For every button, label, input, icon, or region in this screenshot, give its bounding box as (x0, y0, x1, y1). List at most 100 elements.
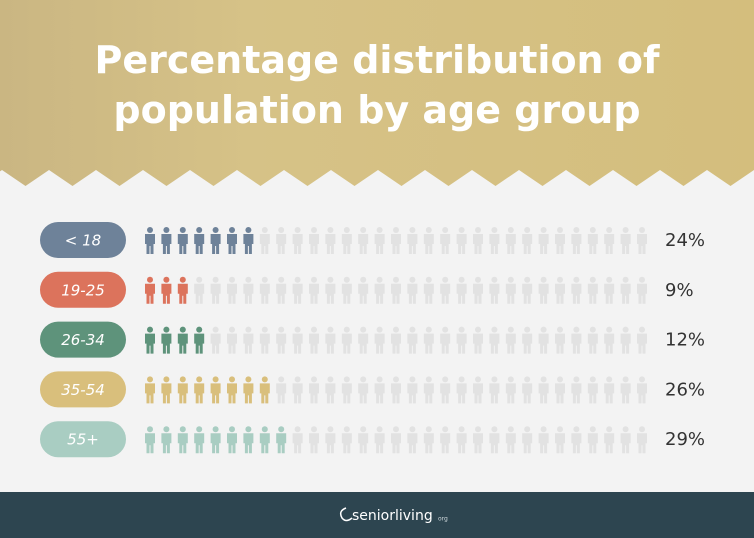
person-icon (210, 426, 221, 454)
person-icon (423, 376, 434, 404)
person-icon (637, 376, 647, 404)
person-icon (620, 426, 631, 454)
person-icon (374, 276, 385, 304)
icon-head (606, 376, 613, 383)
icon-head (442, 426, 449, 433)
icon-body (177, 433, 188, 454)
icon-head (393, 276, 399, 283)
icon-body (538, 234, 549, 254)
icon-body (456, 383, 467, 404)
icon-head (393, 426, 399, 433)
icon-head (229, 376, 235, 383)
person-icon (210, 326, 221, 354)
icon-head (622, 276, 629, 283)
icon-head (212, 426, 219, 433)
icon-body (620, 383, 631, 404)
icon-body (587, 234, 598, 254)
person-icon (177, 326, 188, 354)
person-icon (341, 227, 352, 254)
person-icon (194, 276, 205, 304)
icon-head (573, 376, 580, 383)
person-icon (325, 276, 336, 304)
person-icon (587, 426, 598, 454)
icon-body (210, 234, 221, 254)
icon-head (163, 227, 170, 233)
person-icon (292, 376, 303, 404)
icon-body (309, 283, 319, 304)
icon-head (507, 276, 514, 283)
icon-head (557, 276, 563, 283)
value-label: 9% (665, 280, 694, 301)
icon-body (276, 433, 287, 454)
value-label: 26% (665, 379, 705, 400)
icon-head (360, 376, 367, 383)
person-icon (571, 376, 582, 404)
icon-head (196, 276, 203, 283)
footer-band (0, 492, 754, 538)
person-icon (505, 227, 516, 254)
icon-body (374, 234, 385, 254)
icon-body (243, 234, 254, 254)
person-icon (423, 426, 434, 454)
icon-body (341, 383, 352, 404)
chart-title-line1: Percentage distribution of population by … (95, 38, 660, 132)
icon-head (376, 376, 383, 383)
icon-body (604, 283, 615, 304)
icon-head (294, 276, 301, 283)
icon-head (458, 326, 465, 333)
icon-head (376, 276, 383, 283)
icon-body (292, 234, 303, 254)
icon-head (327, 426, 334, 433)
category-pill (40, 421, 126, 458)
person-icon (473, 426, 483, 454)
icon-head (557, 426, 563, 433)
person-icon (538, 376, 549, 404)
icon-head (294, 426, 301, 433)
person-icon (571, 227, 582, 254)
icon-head (458, 227, 465, 233)
icon-head (589, 376, 596, 383)
icon-head (163, 276, 170, 283)
person-icon (276, 227, 287, 254)
icon-body (177, 333, 188, 354)
icon-head (573, 227, 580, 233)
icon-head (327, 227, 334, 233)
icon-head (245, 227, 252, 233)
icon-body (161, 283, 172, 304)
icon-body (604, 234, 615, 254)
person-icon (358, 376, 369, 404)
footer-logo (339, 507, 353, 522)
icon-body (358, 283, 369, 304)
person-icon (243, 276, 254, 304)
icon-head (524, 376, 531, 383)
icon-body (177, 234, 188, 254)
icon-body (571, 333, 582, 354)
person-icon (243, 326, 254, 354)
icon-head (278, 276, 285, 283)
person-icon (259, 227, 270, 254)
icon-head (622, 376, 629, 383)
person-icon (456, 376, 467, 404)
person-icon (637, 426, 647, 454)
icon-head (507, 426, 514, 433)
icon-body (505, 333, 516, 354)
icon-body (145, 333, 155, 354)
category-label: < 18 (65, 232, 101, 250)
icon-head (491, 376, 498, 383)
person-icon (637, 227, 647, 254)
icon-head (327, 376, 334, 383)
icon-body (374, 383, 385, 404)
icon-body (407, 433, 418, 454)
icon-head (294, 227, 301, 233)
person-icon (505, 326, 516, 354)
icon-head (409, 227, 416, 233)
icon-body (243, 333, 254, 354)
icon-body (637, 234, 647, 254)
icon-head (639, 276, 645, 283)
icon-head (475, 276, 481, 283)
icon-body (358, 333, 369, 354)
icon-head (425, 326, 432, 333)
icon-head (507, 326, 514, 333)
icon-head (589, 276, 596, 283)
icon-body (391, 433, 401, 454)
